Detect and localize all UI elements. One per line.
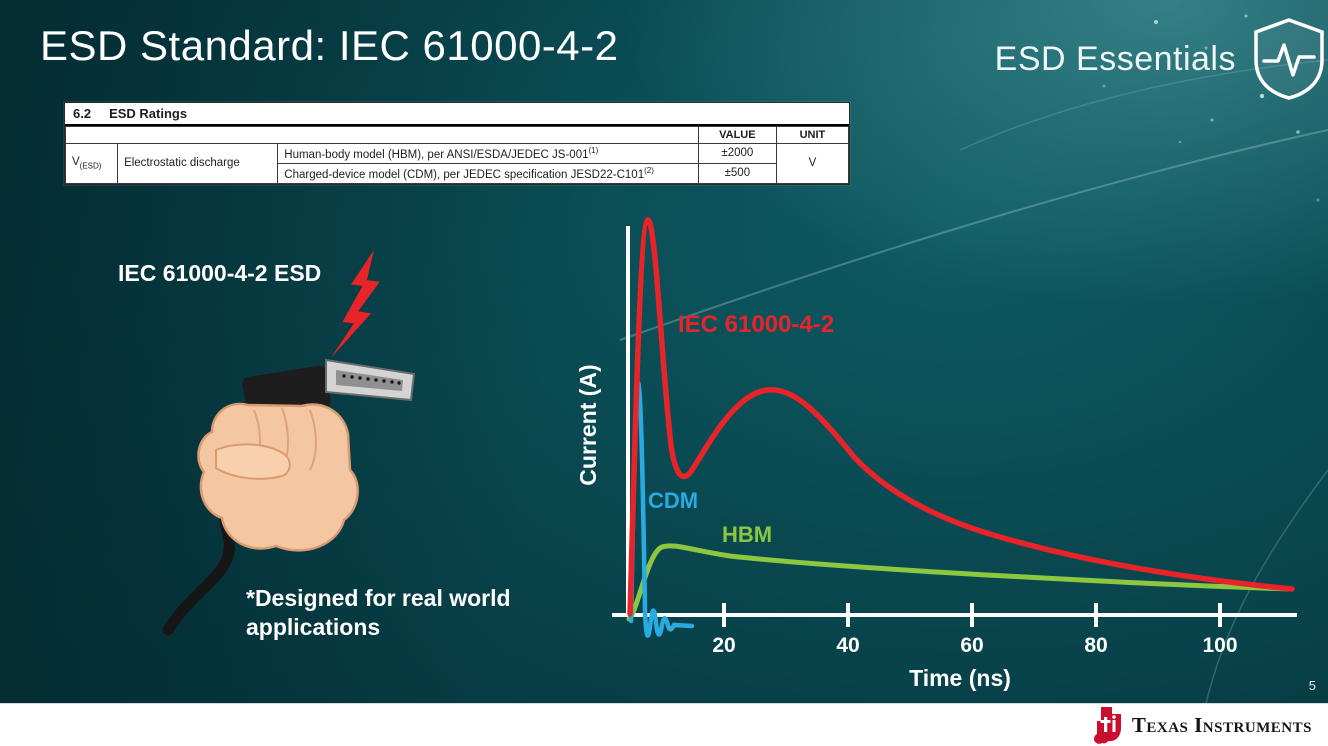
curve-label-cdm: CDM — [648, 488, 698, 513]
esd-essentials-label: ESD Essentials — [994, 39, 1236, 78]
hdmi-connector — [325, 358, 416, 402]
x-axis-ticks — [722, 603, 1222, 627]
hbm-description-cell: Human-body model (HBM), per ANSI/ESDA/JE… — [277, 143, 699, 164]
waveform-chart: IEC 61000-4-2 CDM HBM 20 40 60 80 100 Ti… — [575, 217, 1297, 691]
tick-label-60: 60 — [960, 634, 983, 657]
page-number: 5 — [1308, 678, 1316, 693]
ti-brand-text: Texas Instruments — [1131, 712, 1312, 737]
series-brand: ESD Essentials — [995, 16, 1328, 102]
param-symbol-cell: V(ESD) — [64, 143, 119, 184]
hbm-footnote-ref: (1) — [588, 146, 599, 155]
value-column-header: VALUE — [697, 126, 777, 144]
note-line-2: applications — [246, 613, 381, 640]
cdm-description: Charged-device model (CDM), per JEDEC sp… — [284, 168, 645, 181]
hand-hdmi-illustration — [162, 358, 416, 636]
ti-bug-icon — [1093, 707, 1121, 744]
tick-label-20: 20 — [712, 634, 735, 657]
cdm-footnote-ref: (2) — [644, 165, 654, 175]
footer-bar: Texas Instruments — [0, 703, 1328, 746]
esd-shield-icon — [1254, 18, 1324, 100]
section-name: ESD Ratings — [109, 106, 188, 121]
table-section-heading: 6.2 ESD Ratings — [65, 103, 849, 126]
param-name-cell: Electrostatic discharge — [117, 143, 279, 184]
tick-label-100: 100 — [1202, 634, 1237, 657]
curve-iec — [627, 217, 1295, 617]
designed-for-real-world-note: *Designed for real world applications — [246, 584, 511, 642]
note-line-1: *Designed for real world — [246, 585, 511, 611]
cdm-description-cell: Charged-device model (CDM), per JEDEC sp… — [277, 162, 699, 184]
hbm-description: Human-body model (HBM), per ANSI/ESDA/JE… — [284, 148, 589, 161]
ti-logo: Texas Instruments — [1089, 704, 1312, 746]
table-header-row: VALUE UNIT — [65, 126, 850, 144]
header-empty-cell — [65, 126, 699, 144]
hbm-value-cell: ±2000 — [697, 143, 777, 164]
unit-column-header: UNIT — [775, 126, 850, 144]
hand-fist — [197, 402, 359, 552]
x-axis-label: Time (ns) — [909, 665, 1011, 691]
tick-label-80: 80 — [1084, 634, 1107, 657]
x-tick-labels: 20 40 60 80 100 — [712, 634, 1237, 657]
cdm-value-cell: ±500 — [697, 162, 777, 184]
table-row: Charged-device model (CDM), per JEDEC sp… — [66, 162, 849, 184]
lightning-bolt-icon — [330, 250, 380, 358]
param-symbol-sub: (ESD) — [79, 161, 102, 171]
tick-label-40: 40 — [836, 634, 859, 657]
curve-label-hbm: HBM — [722, 522, 772, 547]
curve-label-iec: IEC 61000-4-2 — [678, 311, 834, 338]
table-row: V(ESD) Electrostatic discharge Human-bod… — [64, 143, 850, 184]
esd-ratings-grid: VALUE UNIT V(ESD) Electrostatic discharg… — [64, 126, 850, 184]
illustration-caption: IEC 61000-4-2 ESD — [118, 260, 322, 286]
datasheet-table: 6.2 ESD Ratings VALUE UNIT V(ESD) Electr… — [64, 102, 850, 185]
unit-cell: V — [775, 143, 850, 184]
section-number: 6.2 — [73, 106, 92, 121]
thumb — [215, 443, 291, 480]
y-axis-label: Current (A) — [575, 364, 601, 485]
param-symbol: V — [72, 156, 80, 169]
page-title: ESD Standard: IEC 61000-4-2 — [40, 22, 619, 69]
curve-hbm — [626, 543, 1295, 622]
